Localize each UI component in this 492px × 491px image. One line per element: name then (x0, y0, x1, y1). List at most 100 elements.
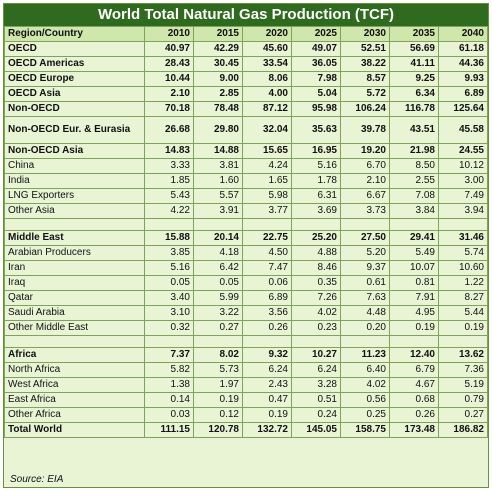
table-cell: 4.02 (340, 377, 390, 393)
table-cell: 3.00 (438, 173, 488, 189)
table-cell: 0.61 (340, 275, 390, 291)
table-cell: 87.12 (242, 101, 292, 117)
table-cell: 5.49 (389, 245, 439, 261)
column-header: Region/Country (4, 26, 145, 42)
table-row: Other Africa 0.03 0.12 0.19 0.24 0.25 0.26 0.27 (4, 407, 488, 423)
table-cell: 4.48 (340, 305, 390, 321)
table-row: OECD Asia 2.10 2.85 4.00 5.04 5.72 6.34 6.89 (4, 86, 488, 102)
table-cell: 29.80 (193, 116, 243, 144)
table-cell: 5.16 (291, 158, 341, 174)
row-label: North Africa (4, 362, 145, 378)
table-cell: 3.10 (144, 305, 194, 321)
row-label: Other Africa (4, 407, 145, 423)
table-cell: 14.83 (144, 143, 194, 159)
table-cell: 186.82 (438, 422, 488, 438)
table-cell: 4.18 (193, 245, 243, 261)
row-label: Other Asia (4, 203, 145, 219)
row-label: OECD (4, 41, 145, 57)
table-cell: 1.97 (193, 377, 243, 393)
table-cell: 5.16 (144, 260, 194, 276)
table-cell: 21.98 (389, 143, 439, 159)
table-cell: 5.72 (340, 86, 390, 102)
table-cell: 11.23 (340, 347, 390, 363)
table-cell: 30.45 (193, 56, 243, 72)
table-row: East Africa 0.14 0.19 0.47 0.51 0.56 0.68 0.79 (4, 392, 488, 408)
row-label: India (4, 173, 145, 189)
table-cell: 3.73 (340, 203, 390, 219)
table-cell: 7.36 (438, 362, 488, 378)
table-cell: 111.15 (144, 422, 194, 438)
table-cell: 19.20 (340, 143, 390, 159)
table-row: Arabian Producers 3.85 4.18 4.50 4.88 5.20 5.4… (4, 245, 488, 261)
empty-cell (4, 335, 145, 348)
table-cell: 38.22 (340, 56, 390, 72)
row-label: Qatar (4, 290, 145, 306)
table-cell: 32.04 (242, 116, 292, 144)
table-cell: 3.69 (291, 203, 341, 219)
table-cell: 3.40 (144, 290, 194, 306)
table-cell: 31.46 (438, 230, 488, 246)
empty-cell (340, 218, 390, 231)
table-row: Non-OECD Asia 14.83 14.88 15.65 16.95 19.20 21… (4, 143, 488, 159)
table-cell: 0.20 (340, 320, 390, 336)
table-cell: 6.79 (389, 362, 439, 378)
table-cell: 2.10 (340, 173, 390, 189)
table-cell: 158.75 (340, 422, 390, 438)
source-note: Source: EIA (10, 474, 64, 485)
table-cell: 9.25 (389, 71, 439, 87)
table-cell: 3.28 (291, 377, 341, 393)
table-cell: 45.58 (438, 116, 488, 144)
row-label: Non-OECD Eur. & Eurasia (4, 116, 145, 144)
table-cell: 0.23 (291, 320, 341, 336)
table-cell: 116.78 (389, 101, 439, 117)
table-cell: 3.77 (242, 203, 292, 219)
table-cell: 7.49 (438, 188, 488, 204)
table-cell: 7.91 (389, 290, 439, 306)
row-label: East Africa (4, 392, 145, 408)
table-cell: 3.94 (438, 203, 488, 219)
table-cell: 1.38 (144, 377, 194, 393)
table-cell: 4.67 (389, 377, 439, 393)
empty-cell (389, 335, 439, 348)
table-cell: 7.37 (144, 347, 194, 363)
table-cell: 0.19 (242, 407, 292, 423)
table-row: China 3.33 3.81 4.24 5.16 6.70 8.50 10.12 (4, 158, 488, 174)
table-cell: 5.57 (193, 188, 243, 204)
empty-cell (242, 218, 292, 231)
table-cell: 40.97 (144, 41, 194, 57)
table-cell: 8.06 (242, 71, 292, 87)
table-row: Middle East 15.88 20.14 22.75 25.20 27.50 29.4… (4, 230, 488, 246)
table-cell: 5.82 (144, 362, 194, 378)
table-row: Non-OECD 70.18 78.48 87.12 95.98 106.24 116.78… (4, 101, 488, 117)
table-cell: 27.50 (340, 230, 390, 246)
table-cell: 3.22 (193, 305, 243, 321)
table-cell: 70.18 (144, 101, 194, 117)
column-header: 2020 (242, 26, 292, 42)
table-cell: 0.25 (340, 407, 390, 423)
table-cell: 3.81 (193, 158, 243, 174)
empty-cell (4, 218, 145, 231)
table-cell: 4.95 (389, 305, 439, 321)
spacer-row (4, 335, 488, 348)
table-cell: 0.14 (144, 392, 194, 408)
table-title: World Total Natural Gas Production (TCF) (4, 4, 488, 26)
table-cell: 25.20 (291, 230, 341, 246)
column-header: 2030 (340, 26, 390, 42)
table-cell: 0.05 (144, 275, 194, 291)
row-label: Arabian Producers (4, 245, 145, 261)
table-cell: 7.47 (242, 260, 292, 276)
table-cell: 9.32 (242, 347, 292, 363)
table-cell: 4.00 (242, 86, 292, 102)
table-cell: 5.73 (193, 362, 243, 378)
table-cell: 6.24 (291, 362, 341, 378)
table-row: Iran 5.16 6.42 7.47 8.46 9.37 10.07 10.60 (4, 260, 488, 276)
empty-cell (291, 218, 341, 231)
empty-cell (438, 218, 488, 231)
column-header: 2015 (193, 26, 243, 42)
table-cell: 7.63 (340, 290, 390, 306)
table-cell: 61.18 (438, 41, 488, 57)
table-cell: 9.93 (438, 71, 488, 87)
row-label: OECD Europe (4, 71, 145, 87)
table-cell: 8.57 (340, 71, 390, 87)
table-cell: 1.22 (438, 275, 488, 291)
